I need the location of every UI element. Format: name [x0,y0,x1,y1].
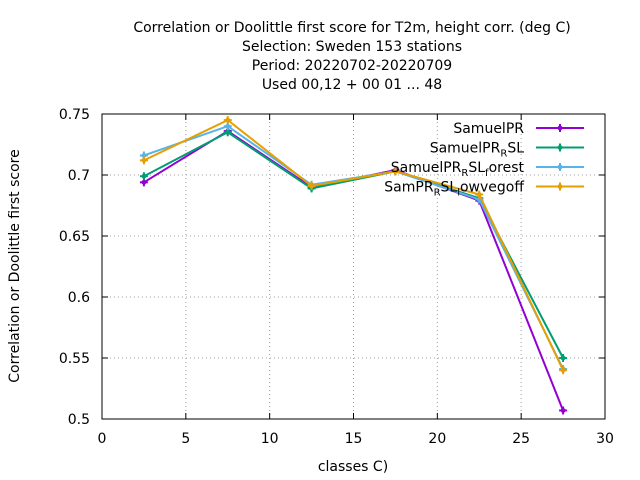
data-point [225,117,231,123]
data-point [557,184,563,189]
x-tick-label: 30 [596,431,614,447]
legend-entry-label: SamuelPRRSLforest [391,160,525,179]
legend-label-part: R [461,168,468,179]
legend-entry-label: SamuelPR [453,121,524,137]
data-point [476,192,482,197]
x-tick-label: 25 [512,431,530,447]
series-group [139,116,568,415]
data-point [560,355,566,361]
x-axis-label: classes C) [318,459,388,475]
y-tick-label: 0.75 [59,107,90,123]
grid [102,114,605,419]
data-point [393,168,398,174]
x-tick-label: 0 [98,431,107,447]
chart-title: Correlation or Doolittle first score for… [133,20,570,93]
y-tick-label: 0.5 [68,412,90,428]
series-4 [139,116,568,375]
legend-label-part: orest [489,160,525,176]
data-point [225,129,231,135]
x-tick-label: 10 [261,431,279,447]
legend-label-part: R [434,188,441,199]
data-point [225,123,231,129]
legend-label-part: SL [468,160,485,176]
x-tick-label: 5 [181,431,190,447]
data-point [309,183,314,189]
axis-ticks: 0 5 10 15 20 25 30 0.5 0.55 0.6 0.65 0.7 0.75 [59,107,614,447]
legend-label-part: owvegoff [460,180,524,196]
data-point [557,145,563,150]
y-tick-label: 0.65 [59,229,90,245]
data-point [141,179,147,185]
legend-label-part: f [485,168,489,179]
y-tick-label: 0.7 [68,168,90,184]
data-point [141,173,147,179]
series-line [143,119,564,371]
legend-entry-label: SamPRRSLlowvegoff [384,180,524,199]
y-tick-label: 0.6 [68,290,90,306]
legend: SamuelPRSamuelPRRSLSamuelPRRSLforestSamP… [384,121,584,199]
data-point [141,157,147,163]
data-point [560,408,566,413]
legend-entry-label: SamuelPRRSL [430,141,524,160]
title-line-2: Selection: Sweden 153 stations [242,39,462,55]
legend-label-part: SamuelPR [430,141,501,157]
data-point [560,367,566,373]
legend-label-part: R [500,149,507,160]
data-point [557,125,563,131]
title-line-3: Period: 20220702-20220709 [252,58,452,74]
legend-label-part: SL [507,141,524,157]
legend-label-part: SamuelPR [453,121,524,137]
data-point [141,153,147,158]
data-point [557,164,563,170]
title-line-4: Used 00,12 + 00 01 ... 48 [262,77,442,93]
legend-label-part: SL [441,180,458,196]
x-tick-label: 15 [345,431,363,447]
y-axis-label: Correlation or Doolittle first score [7,149,23,382]
legend-label-part: SamuelPR [391,160,462,176]
y-tick-label: 0.55 [59,351,90,367]
title-line-1: Correlation or Doolittle first score for… [133,20,570,36]
legend-label-part: l [457,188,460,199]
x-tick-label: 20 [428,431,446,447]
legend-label-part: SamPR [384,180,434,196]
